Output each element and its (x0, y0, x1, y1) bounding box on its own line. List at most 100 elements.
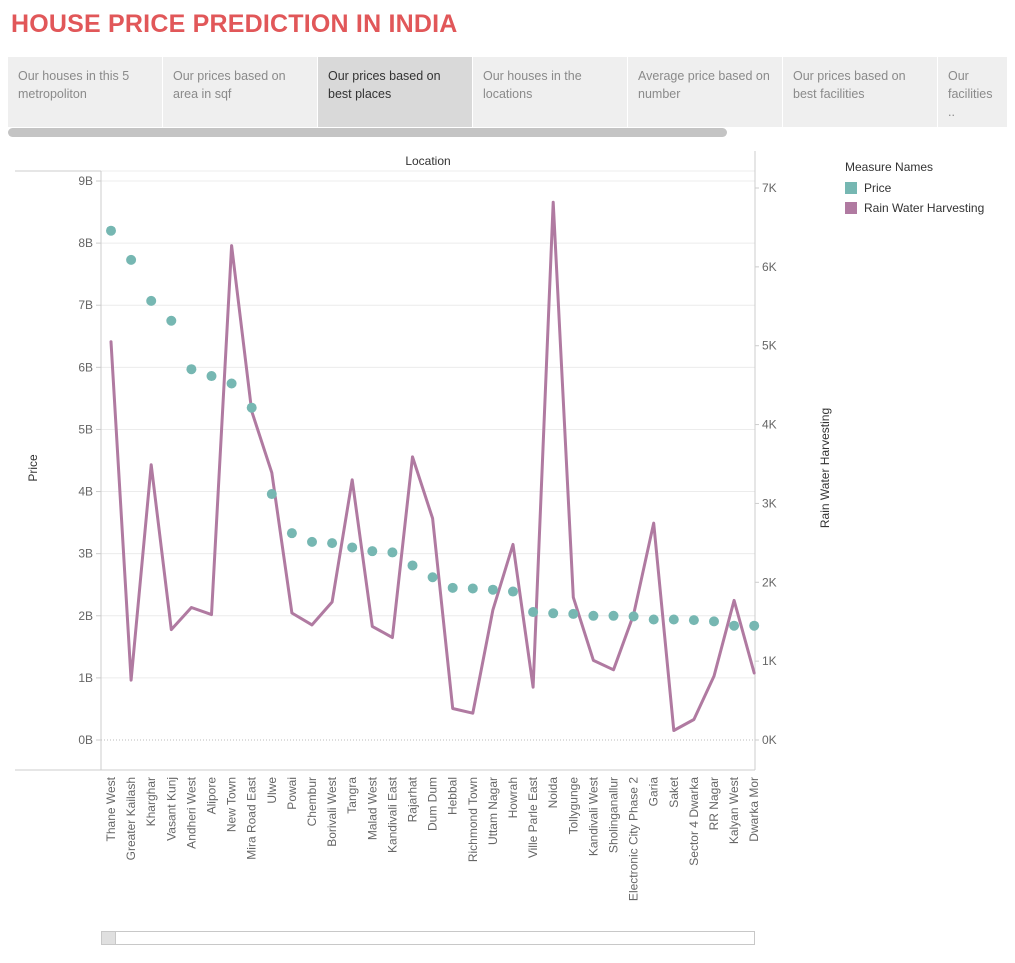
price-point (427, 572, 438, 583)
x-tick-label: Kandivali West (586, 776, 600, 856)
right-tick-label: 3K (762, 496, 777, 510)
legend-label-price: Price (864, 181, 892, 195)
tab-area-prices[interactable]: Our prices based on area in sqf (163, 57, 317, 127)
right-tick-label: 2K (762, 575, 777, 589)
price-point (528, 607, 539, 618)
x-tick-label: Uttam Nagar (486, 777, 500, 845)
price-point (226, 378, 237, 389)
right-tick-label: 6K (762, 260, 777, 274)
x-tick-label: Alipore (205, 777, 219, 815)
legend-item-rain[interactable]: Rain Water Harvesting (845, 198, 984, 218)
price-point (648, 614, 659, 625)
price-point (588, 610, 599, 621)
price-point (367, 546, 378, 557)
x-tick-label: Sholinganallur (607, 777, 621, 853)
left-tick-label: 6B (78, 360, 93, 374)
left-tick-label: 5B (78, 422, 93, 436)
x-tick-label: Rajarhat (406, 776, 420, 822)
x-tick-label: Dum Dum (426, 777, 440, 831)
column-header: Location (405, 154, 450, 168)
left-tick-label: 1B (78, 671, 93, 685)
x-tick-label: Richmond Town (466, 777, 480, 862)
price-point (166, 315, 177, 326)
x-tick-label: Dwarka Mor (747, 777, 761, 842)
x-tick-label: Mira Road East (245, 776, 259, 859)
left-tick-label: 8B (78, 236, 93, 250)
left-tick-label: 3B (78, 547, 93, 561)
x-tick-label: Andheri West (184, 776, 198, 848)
x-tick-label: Hebbal (446, 777, 460, 815)
x-tick-label: Borivali West (325, 776, 339, 846)
legend-item-price[interactable]: Price (845, 178, 984, 198)
tab-locations[interactable]: Our houses in the locations (473, 57, 627, 127)
price-point (407, 560, 418, 571)
x-tick-label: RR Nagar (707, 777, 721, 830)
price-point (668, 614, 679, 625)
left-axis-label: Price (26, 454, 40, 482)
x-tick-label: Kalyan West (727, 776, 741, 844)
gridlines (101, 180, 755, 741)
left-tick-label: 7B (78, 298, 93, 312)
price-point (186, 364, 197, 375)
rain-water-harvesting-line (109, 200, 756, 732)
legend-label-rain: Rain Water Harvesting (864, 201, 985, 215)
x-tick-label: New Town (225, 777, 239, 832)
tab-average-price[interactable]: Average price based on number (628, 57, 782, 127)
price-point (688, 615, 699, 626)
legend-title: Measure Names (845, 160, 934, 174)
scrollbar-thumb[interactable] (102, 932, 116, 944)
x-tick-label: Garia (647, 777, 661, 807)
tab-best-facilities[interactable]: Our prices based on best facilities (783, 57, 937, 127)
left-tick-label: 2B (78, 609, 93, 623)
x-tick-label: Noida (546, 777, 560, 809)
x-tick-label: Sector 4 Dwarka (687, 777, 701, 866)
price-point (608, 610, 619, 621)
x-tick-label: Greater Kailash (124, 777, 138, 860)
price-point (467, 583, 478, 594)
left-tick-label: 4B (78, 485, 93, 499)
x-tick-label: Kandivali East (385, 776, 399, 853)
x-tick-label: Kharghar (144, 777, 158, 826)
price-point (709, 616, 719, 627)
right-tick-label: 4K (762, 418, 777, 432)
price-point (246, 402, 257, 413)
price-series (106, 225, 760, 631)
x-tick-labels: Thane West Greater Kailash Kharghar Vasant … (104, 776, 761, 901)
legend-swatch-rain (845, 202, 857, 214)
price-point (307, 536, 317, 547)
x-tick-label: Powai (285, 777, 299, 810)
x-tick-label: Malad West (365, 776, 379, 840)
axes: 0B 1B 2B 3B 4B 5B 6B 7B 8B 9B 0K 1K 2K 3K 4K 5K 6K 7K (15, 151, 777, 771)
left-tick-label: 9B (78, 174, 93, 188)
x-tick-label: Saket (667, 776, 681, 807)
price-point (126, 254, 137, 265)
x-tick-label: Thane West (104, 776, 118, 841)
price-point (568, 608, 579, 619)
x-tick-label: Electronic City Phase 2 (627, 777, 641, 901)
chart-horizontal-scrollbar[interactable] (101, 931, 755, 945)
tabs-scrollbar[interactable] (8, 128, 727, 137)
price-point (347, 542, 358, 553)
right-tick-label: 0K (762, 733, 777, 747)
price-point (266, 489, 277, 500)
price-point (106, 225, 116, 236)
tab-metropoliton[interactable]: Our houses in this 5 metropoliton (8, 57, 162, 127)
tab-best-places[interactable]: Our prices based on best places (318, 57, 472, 127)
tab-facilities[interactable]: Our facilities .. (938, 57, 1007, 127)
x-tick-label: Howrah (506, 777, 520, 818)
x-tick-label: Tollygunge (566, 777, 580, 835)
price-point (508, 586, 518, 597)
x-tick-label: Vasant Kunj (164, 777, 178, 841)
price-point (146, 295, 157, 306)
price-point (327, 538, 338, 549)
price-point (447, 582, 458, 593)
story-tabs: Our houses in this 5 metropoliton Our pr… (8, 57, 1007, 127)
price-point (286, 528, 297, 539)
right-tick-label: 5K (762, 339, 777, 353)
legend: Measure Names Price Rain Water Harvestin… (845, 160, 984, 218)
right-tick-label: 1K (762, 654, 777, 668)
left-tick-label: 0B (78, 733, 93, 747)
price-point (548, 608, 559, 619)
price-point (206, 371, 217, 382)
x-tick-label: Chembur (305, 777, 319, 826)
